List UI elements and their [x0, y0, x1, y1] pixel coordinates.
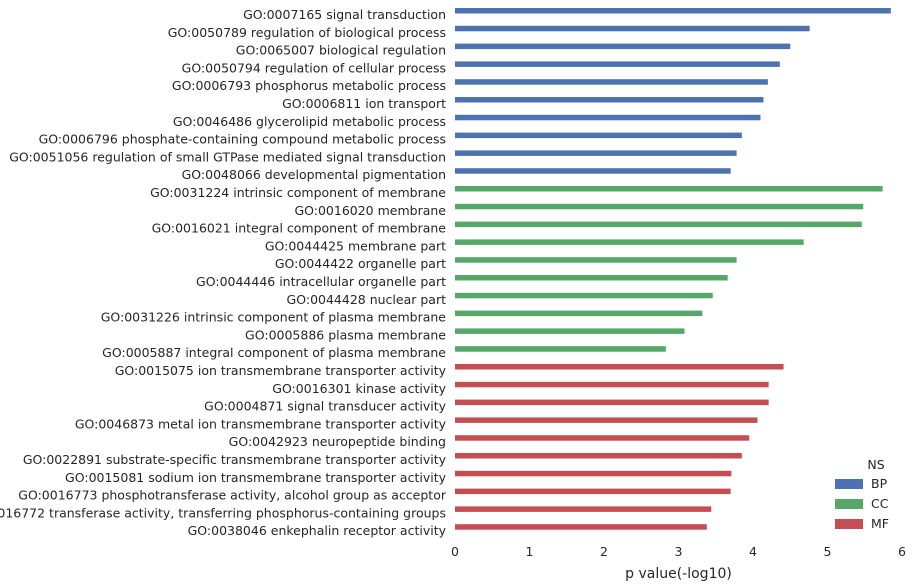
category-label: GO:0051056 regulation of small GTPase me… — [9, 149, 446, 164]
category-label: GO:0016301 kinase activity — [272, 381, 446, 396]
bar-cc — [455, 275, 728, 281]
category-label: GO:0046873 metal ion transmembrane trans… — [75, 416, 447, 431]
bar-cc — [455, 186, 883, 192]
bar-cc — [455, 328, 685, 334]
category-label: GO:0007165 signal transduction — [243, 7, 446, 22]
bar-bp — [455, 79, 768, 85]
bar-cc — [455, 221, 862, 228]
legend-label-mf: MF — [871, 516, 889, 531]
category-label: GO:0031224 intrinsic component of membra… — [150, 185, 446, 200]
category-label: GO:0006793 phosphorus metabolic process — [172, 78, 446, 93]
bar-bp — [455, 8, 891, 14]
category-label: GO:0044425 membrane part — [265, 238, 446, 253]
category-label: GO:0050794 regulation of cellular proces… — [182, 60, 446, 75]
bar-mf — [455, 364, 784, 370]
category-label: GO:0044446 intracellular organelle part — [196, 274, 446, 289]
legend: NS BP CC MF — [835, 457, 889, 531]
category-label: GO:0022891 substrate-specific transmembr… — [23, 452, 447, 467]
category-label: GO:0048066 developmental pigmentation — [182, 167, 446, 182]
bar-cc — [455, 310, 703, 317]
legend-swatch-cc — [835, 499, 863, 509]
category-label: GO:0016773 phosphotransferase activity, … — [18, 488, 447, 503]
bar-mf — [455, 506, 712, 512]
category-label: GO:0005886 plasma membrane — [245, 327, 446, 342]
category-label: GO:0006811 ion transport — [282, 96, 446, 111]
legend-swatch-bp — [835, 479, 863, 489]
category-label: GO:0044422 organelle part — [275, 256, 446, 271]
bar-bp — [455, 43, 791, 50]
bar-mf — [455, 417, 758, 423]
bar-bp — [455, 132, 742, 139]
category-label: GO:0015075 ion transmembrane transporter… — [115, 363, 447, 378]
bar-mf — [455, 524, 707, 530]
bar-bp — [455, 25, 810, 32]
x-tick-label: 5 — [824, 544, 832, 559]
bar-mf — [455, 470, 732, 477]
category-label: GO:0016772 transferase activity, transfe… — [0, 505, 446, 520]
category-label: GO:0050789 regulation of biological proc… — [168, 25, 446, 40]
category-labels: GO:0007165 signal transduction GO:0050789… — [0, 7, 447, 538]
x-tick-label: 6 — [898, 544, 906, 559]
bar-mf — [455, 488, 731, 495]
x-tick-label: 3 — [675, 544, 683, 559]
bar-mf — [455, 453, 742, 459]
bar-bp — [455, 97, 764, 103]
category-label: GO:0004871 signal transducer activity — [204, 399, 446, 414]
category-label: GO:0031226 intrinsic component of plasma… — [101, 310, 447, 325]
bar-bp — [455, 150, 737, 156]
category-label: GO:0015081 sodium ion transmembrane tran… — [65, 470, 447, 485]
bar-mf — [455, 435, 750, 441]
x-tick-label: 2 — [600, 544, 608, 559]
bar-cc — [455, 257, 737, 263]
bar-cc — [455, 203, 864, 210]
x-tick-label: 4 — [749, 544, 757, 559]
bar-mf — [455, 381, 769, 388]
category-label: GO:0042923 neuropeptide binding — [229, 434, 446, 449]
bar-mf — [455, 399, 769, 406]
legend-swatch-mf — [835, 519, 863, 529]
category-label: GO:0046486 glycerolipid metabolic proces… — [173, 114, 446, 129]
legend-label-bp: BP — [871, 476, 888, 491]
category-label: GO:0044428 nuclear part — [287, 292, 447, 307]
x-tick-label: 1 — [526, 544, 534, 559]
bar-cc — [455, 292, 713, 299]
category-label: GO:0006796 phosphate-containing compound… — [39, 132, 446, 147]
legend-label-cc: CC — [871, 496, 889, 511]
bar-cc — [455, 346, 666, 352]
x-axis-title: p value(-log10) — [625, 566, 732, 582]
x-tick-label: 0 — [451, 544, 459, 559]
category-label: GO:0016020 membrane — [294, 203, 446, 218]
category-label: GO:0038046 enkephalin receptor activity — [188, 523, 447, 538]
category-label: GO:0065007 biological regulation — [236, 43, 446, 58]
bar-bp — [455, 114, 761, 121]
bars-layer — [455, 8, 891, 530]
category-label: GO:0005887 integral component of plasma … — [102, 345, 446, 360]
x-axis-ticks: 0 1 2 3 4 5 6 — [451, 544, 906, 559]
category-label: GO:0016021 integral component of membran… — [152, 221, 447, 236]
bar-bp — [455, 61, 780, 67]
bar-bp — [455, 168, 731, 174]
legend-title: NS — [867, 457, 884, 472]
bar-cc — [455, 239, 804, 245]
